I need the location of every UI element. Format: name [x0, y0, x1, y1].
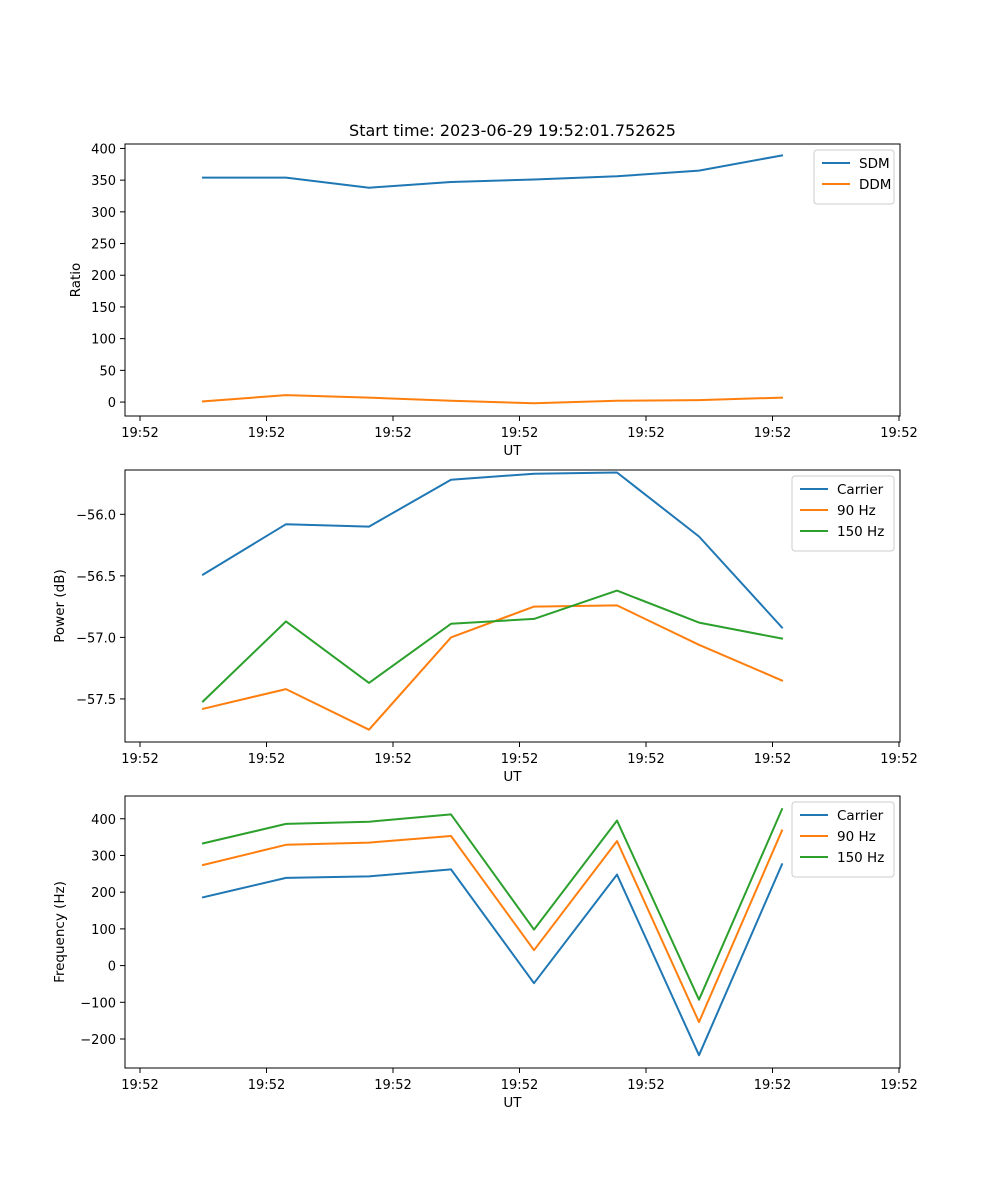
x-tick-label: 19:52: [501, 1078, 538, 1093]
y-tick-label: 100: [91, 923, 116, 938]
legend: Carrier 90 Hz 150 Hz: [791, 475, 895, 552]
y-tick-label: 50: [99, 364, 116, 379]
x-tick-label: 19:52: [880, 426, 917, 441]
y-tick-label: −56.5: [76, 570, 116, 585]
legend-box: [791, 475, 895, 552]
x-tick-label: 19:52: [627, 426, 664, 441]
y-tick-label: 300: [91, 206, 116, 221]
y-tick-label: 400: [91, 142, 116, 157]
legend-label: 90 Hz: [837, 503, 876, 519]
y-tick-label: −56.0: [76, 508, 116, 523]
legend-label: 150 Hz: [837, 524, 884, 540]
x-tick-label: 19:52: [501, 752, 538, 767]
axes-frame: [124, 795, 901, 1069]
series-line-150-hz: [201, 807, 784, 1001]
x-tick-label: 19:52: [248, 426, 285, 441]
series-line-carrier: [201, 862, 784, 1057]
y-tick-label: 350: [91, 174, 116, 189]
x-tick-label: 19:52: [374, 426, 411, 441]
x-tick-label: 19:52: [121, 426, 158, 441]
x-tick-label: 19:52: [627, 1078, 664, 1093]
x-tick-label: 19:52: [627, 752, 664, 767]
x-tick-label: 19:52: [121, 752, 158, 767]
y-axis-label: Frequency (Hz): [52, 881, 68, 983]
x-tick-label: 19:52: [754, 426, 791, 441]
legend: SDM DDM: [813, 149, 895, 205]
series-line-sdm: [202, 154, 784, 189]
y-tick-label: 200: [91, 886, 116, 901]
y-tick-label: 250: [91, 238, 116, 253]
legend-box: [791, 801, 895, 878]
y-axis-label: Ratio: [68, 263, 84, 298]
frequency-panel: 19:52 19:52 19:52 19:52 19:52 19:52 19:52 UT −20…: [52, 795, 918, 1111]
figure-title: Start time: 2023-06-29 19:52:01.752625: [349, 121, 676, 140]
x-tick-label: 19:52: [248, 1078, 285, 1093]
legend-label: SDM: [859, 156, 890, 172]
power-panel: 19:52 19:52 19:52 19:52 19:52 19:52 19:52 UT −57…: [52, 469, 918, 785]
y-tick-label: −100: [80, 996, 116, 1011]
x-tick-label: 19:52: [754, 752, 791, 767]
x-tick-label: 19:52: [501, 426, 538, 441]
axes-frame: [124, 469, 901, 743]
y-tick-label: 0: [108, 960, 116, 975]
series-line-150-hz: [201, 589, 784, 703]
x-tick-label: 19:52: [374, 1078, 411, 1093]
y-tick-label: 200: [91, 269, 116, 284]
x-tick-label: 19:52: [248, 752, 285, 767]
legend-label: DDM: [859, 177, 891, 193]
series-line-90-hz: [201, 829, 784, 1024]
y-tick-label: 100: [91, 333, 116, 348]
y-tick-label: 150: [91, 301, 116, 316]
y-tick-label: 300: [91, 849, 116, 864]
x-tick-label: 19:52: [121, 1078, 158, 1093]
y-tick-label: 400: [91, 813, 116, 828]
y-tick-label: −57.5: [76, 693, 116, 708]
x-axis-label: UT: [503, 1095, 522, 1111]
x-tick-label: 19:52: [880, 1078, 917, 1093]
legend-label: Carrier: [837, 808, 884, 824]
x-axis-label: UT: [503, 769, 522, 785]
y-axis-label: Power (dB): [52, 569, 68, 642]
x-axis-label: UT: [503, 443, 522, 459]
legend-label: 150 Hz: [837, 850, 884, 866]
x-tick-label: 19:52: [374, 752, 411, 767]
x-tick-label: 19:52: [754, 1078, 791, 1093]
legend-label: Carrier: [837, 482, 884, 498]
series-line-carrier: [201, 471, 784, 629]
legend-label: 90 Hz: [837, 829, 876, 845]
y-tick-label: 0: [108, 396, 116, 411]
y-tick-label: −57.0: [76, 631, 116, 646]
x-tick-label: 19:52: [880, 752, 917, 767]
axes-frame: [124, 143, 901, 417]
ratio-panel: 19:52 19:52 19:52 19:52 19:52 19:52 19:52 UT 0 50…: [68, 142, 918, 459]
y-tick-label: −200: [80, 1033, 116, 1048]
series-line-ddm: [201, 394, 784, 405]
legend: Carrier 90 Hz 150 Hz: [791, 801, 895, 878]
